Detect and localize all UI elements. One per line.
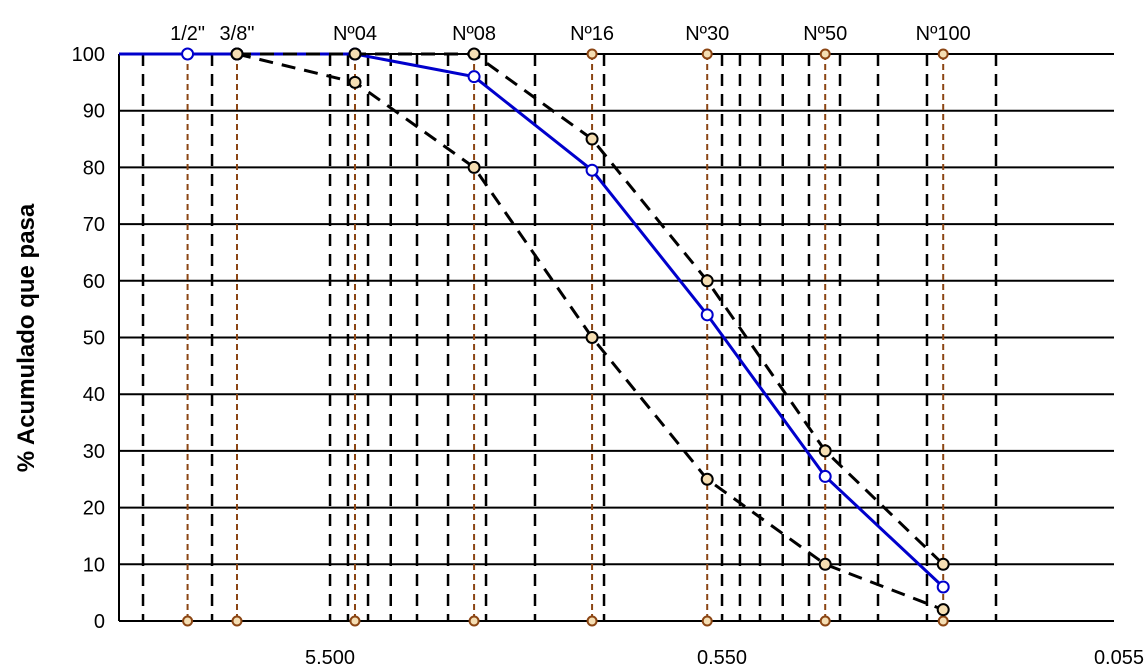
series-point [585,132,599,146]
y-tick-label: 10 [83,554,105,576]
sieve-label: 1/2" [170,23,205,45]
series-point [348,47,362,61]
sieve-label: Nº16 [570,23,614,45]
series-point [585,163,599,177]
series-point [181,47,195,61]
sieve-label: Nº30 [685,23,729,45]
data-series [119,47,950,617]
y-tick-label: 60 [83,271,105,293]
horizontal-gridlines [118,53,1114,622]
series-point [936,603,950,617]
y-tick-label: 30 [83,441,105,463]
series-point [467,160,481,174]
series-point [700,308,714,322]
series-point [467,70,481,84]
y-tick-label: 0 [94,611,105,633]
sieve-bottom-marker [349,615,361,627]
x-tick-label: 0.055 [1094,647,1144,668]
sieve-bottom-marker [937,615,949,627]
sieve-top-marker [819,48,831,60]
sieve-bottom-marker [231,615,243,627]
series-point [818,469,832,483]
sieve-bottom-marker [182,615,194,627]
sieve-labels: 1/2" 3/8" Nº04 Nº08 Nº16 Nº30 Nº50 Nº100 [170,23,971,45]
series-point [585,331,599,344]
sieve-bottom-marker [819,615,831,627]
x-tick-labels: 5.500 0.550 0.055 [305,647,1144,668]
sieve-label: Nº100 [916,23,971,45]
vertical-gridlines [141,54,998,621]
x-tick-label: 0.550 [697,647,747,668]
y-tick-label: 20 [83,498,105,520]
series-point [467,47,481,61]
sieve-top-marker [937,48,949,60]
sieve-top-marker [586,48,598,60]
y-tick-label: 90 [83,101,105,123]
y-tick-label: 50 [83,328,105,350]
sieve-bottom-marker [701,615,713,627]
series-point [936,557,950,571]
sieve-label: Nº50 [803,23,847,45]
series-point [230,47,244,61]
y-tick-labels: 0 10 20 30 40 50 60 70 80 90 100 [72,44,105,633]
series-point [348,75,362,89]
series-point [936,580,950,594]
series-point [700,472,714,486]
y-tick-label: 100 [72,44,105,66]
sieve-label: Nº08 [452,23,496,45]
sieve-bottom-marker [586,615,598,627]
sieve-top-marker [701,48,713,60]
series-point [818,557,832,571]
x-tick-label: 5.500 [305,647,355,668]
sieve-label: 3/8" [220,23,255,45]
sieve-label: Nº04 [333,23,377,45]
y-tick-label: 70 [83,214,105,236]
y-tick-label: 40 [83,384,105,406]
y-tick-label: 80 [83,157,105,179]
series-point [700,274,714,288]
sieve-bottom-marker [468,615,480,627]
series-point [818,444,832,458]
y-axis-label: % Acumulado que pasa [13,203,40,472]
